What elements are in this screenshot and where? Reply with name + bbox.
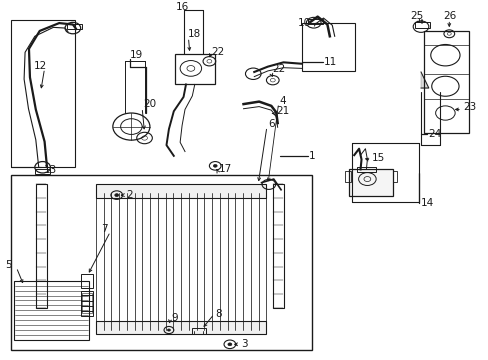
Text: 15: 15 [371, 153, 385, 163]
Bar [272, 184, 283, 307]
Ellipse shape [115, 194, 119, 197]
Text: 12: 12 [34, 61, 47, 71]
Text: 20: 20 [143, 99, 156, 109]
Text: 11: 11 [323, 57, 336, 67]
Bar [82, 293, 92, 313]
Bar [344, 171, 350, 182]
Bar [81, 291, 93, 301]
Text: 1: 1 [308, 151, 315, 161]
Bar [348, 170, 392, 196]
Text: 18: 18 [187, 29, 200, 39]
Bar [14, 281, 89, 340]
Text: 9: 9 [171, 312, 178, 323]
Text: 17: 17 [219, 165, 232, 174]
Bar [67, 24, 81, 29]
Ellipse shape [167, 329, 170, 331]
Bar [414, 22, 429, 28]
Text: 3: 3 [241, 339, 247, 349]
Bar [356, 167, 375, 172]
Text: 10: 10 [298, 18, 311, 28]
Text: 13: 13 [43, 165, 57, 175]
Ellipse shape [213, 165, 217, 167]
Text: 16: 16 [176, 2, 189, 12]
Bar [423, 31, 468, 132]
Bar [81, 306, 93, 316]
Bar [96, 184, 266, 198]
Bar [81, 295, 93, 311]
Bar [11, 20, 75, 167]
Text: 6: 6 [267, 119, 274, 129]
Bar [307, 19, 322, 24]
Polygon shape [420, 72, 428, 88]
Ellipse shape [227, 343, 231, 346]
Text: 21: 21 [276, 106, 289, 116]
Bar [392, 171, 396, 182]
Text: 7: 7 [101, 224, 107, 234]
Text: 2: 2 [126, 190, 133, 200]
Text: 22: 22 [271, 64, 285, 75]
Bar [192, 328, 205, 334]
Text: 8: 8 [215, 309, 222, 319]
Bar [35, 170, 50, 174]
Bar [81, 274, 93, 288]
Text: 22: 22 [211, 47, 224, 57]
Bar [175, 54, 215, 85]
Bar [302, 23, 354, 71]
Bar [96, 321, 266, 334]
Bar [36, 184, 46, 307]
Text: 5: 5 [5, 260, 12, 270]
Text: 14: 14 [420, 198, 433, 208]
Text: 25: 25 [409, 11, 423, 21]
Text: 23: 23 [462, 102, 475, 112]
Text: 4: 4 [279, 95, 285, 105]
Text: 19: 19 [130, 50, 143, 60]
Bar [11, 175, 311, 350]
Text: 26: 26 [443, 11, 456, 21]
Text: 24: 24 [427, 130, 440, 139]
